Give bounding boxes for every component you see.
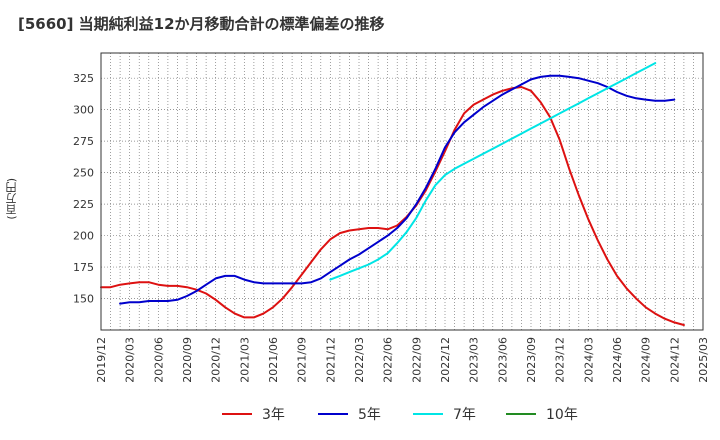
y-tick-label: 275 [73, 135, 94, 148]
x-tick-label: 2023/09 [525, 337, 538, 383]
series-line-2 [119, 74, 676, 305]
y-tick-label: 150 [73, 293, 94, 306]
x-tick-label: 2020/06 [152, 337, 165, 383]
y-tick-label: 300 [73, 104, 94, 117]
x-tick-label: 2022/09 [410, 337, 423, 383]
x-tick-label: 2024/03 [582, 337, 595, 383]
plot-frame [100, 52, 704, 331]
legend-label-2: 5年 [358, 407, 381, 423]
legend-label-4: 10年 [546, 407, 578, 423]
x-tick-label: 2020/09 [181, 337, 194, 383]
legend: 3年 5年 7年 10年 [222, 407, 578, 423]
x-tick-label: 2021/12 [324, 337, 337, 383]
grid [100, 53, 704, 330]
x-tick-label: 2021/09 [296, 337, 309, 383]
y-tick-label: 175 [73, 261, 94, 274]
x-tick-label: 2022/03 [353, 337, 366, 383]
y-tick-label: 250 [73, 167, 94, 180]
x-tick-label: 2022/12 [439, 337, 452, 383]
axes: 150 175 200 225 250 275 300 325 2019/12 2020/03 20… [73, 52, 710, 383]
x-tick-label: 2023/03 [468, 337, 481, 383]
x-tick-label: 2020/12 [210, 337, 223, 383]
x-tick-label: 2021/06 [267, 337, 280, 383]
x-tick-label: 2020/03 [124, 337, 137, 383]
x-tick-label: 2025/03 [697, 337, 710, 383]
y-tick-label: 325 [73, 72, 94, 85]
series-lines [100, 62, 685, 326]
legend-label-1: 3年 [262, 407, 285, 423]
y-tick-label: 225 [73, 198, 94, 211]
x-tick-label: 2022/06 [382, 337, 395, 383]
x-tick-label: 2021/03 [238, 337, 251, 383]
x-tick-label: 2023/06 [496, 337, 509, 383]
x-tick-label: 2024/12 [668, 337, 681, 383]
x-tick-label: 2023/12 [554, 337, 567, 383]
x-tick-label: 2024/06 [611, 337, 624, 383]
series-line-3 [329, 62, 657, 281]
x-tick-label: 2024/09 [640, 337, 653, 383]
plot-area [101, 53, 703, 330]
y-tick-label: 200 [73, 230, 94, 243]
x-tick-label: 2019/12 [95, 337, 108, 383]
legend-label-3: 7年 [453, 407, 476, 423]
chart-title: [5660] 当期純利益12か月移動合計の標準偏差の推移 [18, 15, 385, 33]
